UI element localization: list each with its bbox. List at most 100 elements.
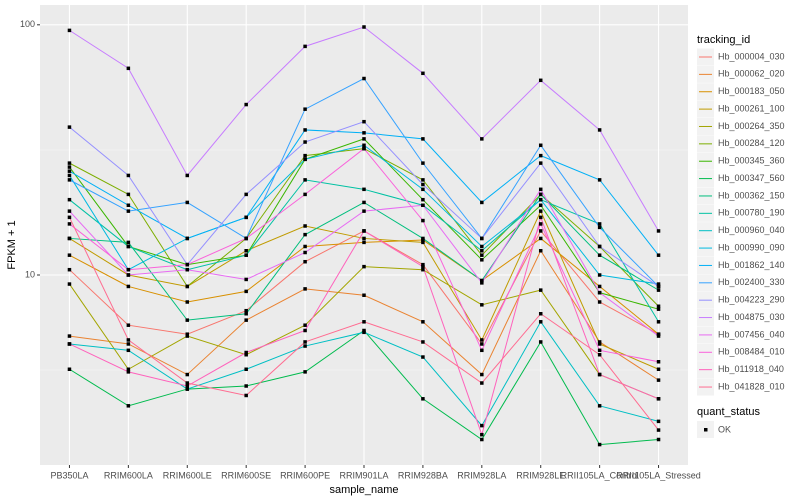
legend-label: Hb_004875_030 xyxy=(718,312,785,322)
point xyxy=(185,384,190,388)
legend-label: Hb_000284_120 xyxy=(718,138,785,148)
point xyxy=(480,432,484,437)
point xyxy=(538,209,543,213)
point xyxy=(126,273,131,277)
point xyxy=(303,323,307,327)
point xyxy=(538,236,543,241)
point xyxy=(421,161,425,165)
point xyxy=(656,428,661,432)
point xyxy=(656,229,661,233)
point xyxy=(126,209,131,213)
point xyxy=(421,203,425,208)
point xyxy=(480,437,484,442)
legend-label: Hb_007456_040 xyxy=(718,329,785,339)
legend-label: Hb_000990_090 xyxy=(718,242,785,252)
x-tick-label: RRII105LA_Control xyxy=(561,470,639,480)
point xyxy=(244,215,248,220)
point xyxy=(362,137,366,141)
y-axis-title: FPKM + 1 xyxy=(6,220,18,269)
point xyxy=(185,262,190,267)
x-tick-label: RRIM928BA xyxy=(398,470,448,480)
x-tick-label: PB350LA xyxy=(50,470,88,480)
point xyxy=(362,131,366,135)
legend-label: Hb_002400_330 xyxy=(718,277,785,287)
point xyxy=(480,303,484,307)
x-tick-label: RRIM600PE xyxy=(280,470,330,480)
point xyxy=(421,71,425,76)
point xyxy=(597,128,602,132)
point xyxy=(244,350,248,355)
point xyxy=(244,253,248,257)
point xyxy=(480,236,484,241)
legend-label: Hb_041828_010 xyxy=(718,381,785,391)
y-tick-label: 100 xyxy=(20,19,35,29)
point xyxy=(67,28,72,33)
point xyxy=(303,328,307,333)
point xyxy=(362,200,366,205)
point xyxy=(480,423,484,428)
point xyxy=(67,334,72,338)
point xyxy=(656,307,661,311)
point xyxy=(656,360,661,364)
point xyxy=(362,209,366,213)
point xyxy=(185,387,190,391)
point xyxy=(597,253,602,257)
point xyxy=(656,282,661,286)
point xyxy=(185,284,190,289)
point xyxy=(362,76,366,81)
point xyxy=(656,397,661,401)
point xyxy=(480,258,484,262)
x-tick-label: RRIM928LA xyxy=(457,470,506,480)
point xyxy=(244,289,248,294)
point xyxy=(126,370,131,374)
point xyxy=(538,197,543,202)
point xyxy=(67,342,72,346)
point xyxy=(597,342,602,346)
point xyxy=(244,318,248,322)
point xyxy=(656,304,661,309)
legend-label: Hb_001862_140 xyxy=(718,260,785,270)
point xyxy=(538,288,543,292)
point xyxy=(597,372,602,377)
point xyxy=(362,25,366,29)
legend-label: Hb_000004_030 xyxy=(718,51,785,61)
point xyxy=(421,137,425,141)
point xyxy=(538,340,543,344)
point xyxy=(126,244,131,249)
point xyxy=(244,312,248,316)
point xyxy=(303,44,307,49)
point xyxy=(126,338,131,342)
point xyxy=(538,161,543,165)
point xyxy=(597,244,602,249)
point xyxy=(538,222,543,226)
point xyxy=(480,244,484,249)
legend-label: Hb_000264_350 xyxy=(718,121,785,131)
point xyxy=(126,240,131,245)
point xyxy=(244,367,248,372)
point xyxy=(421,262,425,267)
point xyxy=(597,352,602,357)
legend-point xyxy=(704,428,708,432)
point xyxy=(362,264,366,269)
point xyxy=(303,128,307,132)
point xyxy=(421,397,425,401)
point xyxy=(656,378,661,382)
point xyxy=(480,348,484,353)
point xyxy=(67,367,72,372)
legend-label: Hb_000347_560 xyxy=(718,173,785,183)
point xyxy=(67,197,72,202)
point xyxy=(656,253,661,257)
legend-label: Hb_000183_050 xyxy=(718,86,785,96)
point xyxy=(480,281,484,285)
x-tick-label: RRIM600LE xyxy=(163,470,212,480)
point xyxy=(67,165,72,169)
point xyxy=(538,229,543,233)
point xyxy=(244,236,248,241)
point xyxy=(126,203,131,208)
point xyxy=(597,178,602,182)
point xyxy=(538,192,543,197)
point xyxy=(538,78,543,83)
point xyxy=(597,290,602,295)
point xyxy=(480,381,484,385)
